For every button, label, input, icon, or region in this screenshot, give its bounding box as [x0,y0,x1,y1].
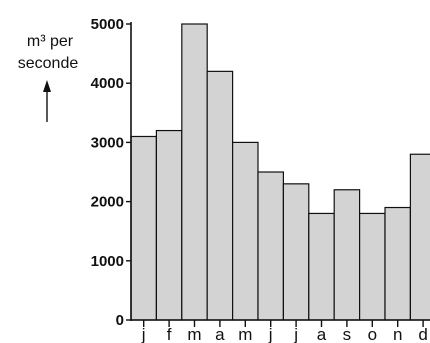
x-tick-label-5: m [238,325,252,343]
x-tick-label-11: n [393,325,402,343]
x-tick-label-1: j [141,325,146,343]
y-tick-label-4000: 4000 [91,75,124,92]
bar-1 [130,135,157,321]
bar-6 [257,171,284,321]
x-tick-label-3: m [187,325,201,343]
y-tick-label-0: 0 [116,312,124,329]
bar-8 [308,212,335,321]
y-tick-label-1000: 1000 [91,253,124,270]
bars [130,23,430,321]
x-tick-label-6: j [268,325,273,343]
y-tick-label-2000: 2000 [91,194,124,211]
y-tick-label-3000: 3000 [91,134,124,151]
bar-4 [206,70,234,321]
y-tick-label-5000: 5000 [91,16,124,33]
bar-11 [384,206,411,321]
x-tick-label-2: f [167,325,172,343]
y-axis-label-line-1: m³ per [27,33,74,50]
x-tick-label-10: o [368,325,377,343]
x-tick-label-4: a [215,325,225,343]
bar-10 [359,212,386,321]
bar-2 [155,129,183,321]
x-tick-label-12: d [418,325,427,343]
y-ticks: 0 1000 2000 3000 4000 5000 [91,16,131,329]
bar-12 [409,153,430,321]
y-axis-arrow [43,80,51,122]
bar-3 [181,23,208,321]
bar-9 [333,189,361,321]
x-tick-label-9: s [343,325,352,343]
x-tick-label-8: a [317,325,327,343]
bar-5 [232,141,259,321]
y-axis-label-line-2: seconde [18,55,79,72]
bar-7 [282,183,310,321]
x-tick-label-7: j [293,325,298,343]
